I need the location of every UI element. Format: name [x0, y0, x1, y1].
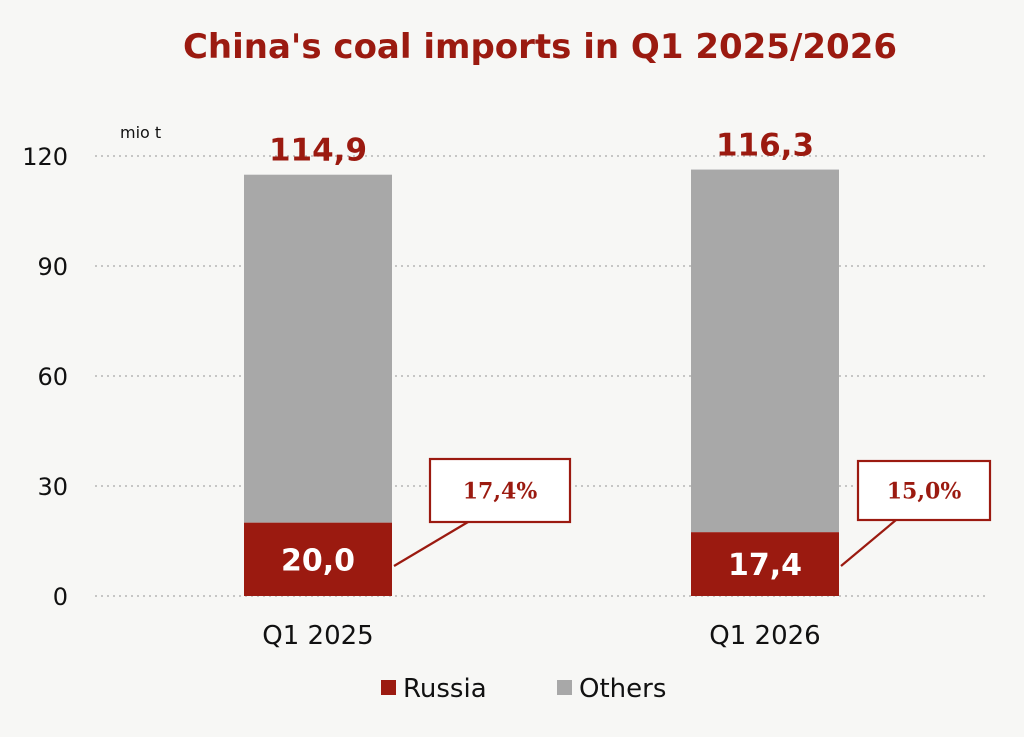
russia-share-label: 17,4% [463, 479, 538, 505]
russia-value-label: 17,4 [728, 548, 802, 583]
chart-title: China's coal imports in Q1 2025/2026 [183, 27, 897, 67]
russia-value-label: 20,0 [281, 543, 355, 578]
bar-russia-2 [691, 532, 839, 596]
legend: Russia Others [381, 674, 666, 704]
legend-label-others: Others [579, 674, 666, 704]
grid-layer: 0 30 60 90 120 [22, 143, 988, 611]
x-category-label: Q1 2026 [709, 621, 820, 651]
y-tick-label: 120 [22, 143, 68, 171]
bars-layer [244, 169, 839, 596]
y-tick-label: 30 [37, 473, 68, 501]
y-tick-label: 0 [53, 583, 68, 611]
labels-layer: 20,0 114,9 17,4% Q1 2025 17,4 116,3 15,0% Q1 20… [262, 128, 992, 651]
russia-share-label: 15,0% [887, 479, 962, 505]
legend-label-russia: Russia [403, 674, 487, 704]
y-tick-label: 90 [37, 253, 68, 281]
bar-others-2 [691, 169, 839, 533]
y-unit-label: mio t [120, 123, 161, 142]
y-tick-label: 60 [37, 363, 68, 391]
bar-others-1 [244, 174, 392, 523]
legend-swatch-russia [381, 680, 396, 695]
bar-russia-1 [244, 522, 392, 596]
x-category-label: Q1 2025 [262, 621, 373, 651]
total-label: 116,3 [716, 128, 814, 164]
callout-leader-line [840, 519, 897, 567]
total-label: 114,9 [269, 133, 367, 169]
share-callout-box [428, 457, 572, 524]
share-callout-box [856, 459, 992, 522]
callout-leader-line [393, 521, 469, 567]
legend-swatch-others [557, 680, 572, 695]
